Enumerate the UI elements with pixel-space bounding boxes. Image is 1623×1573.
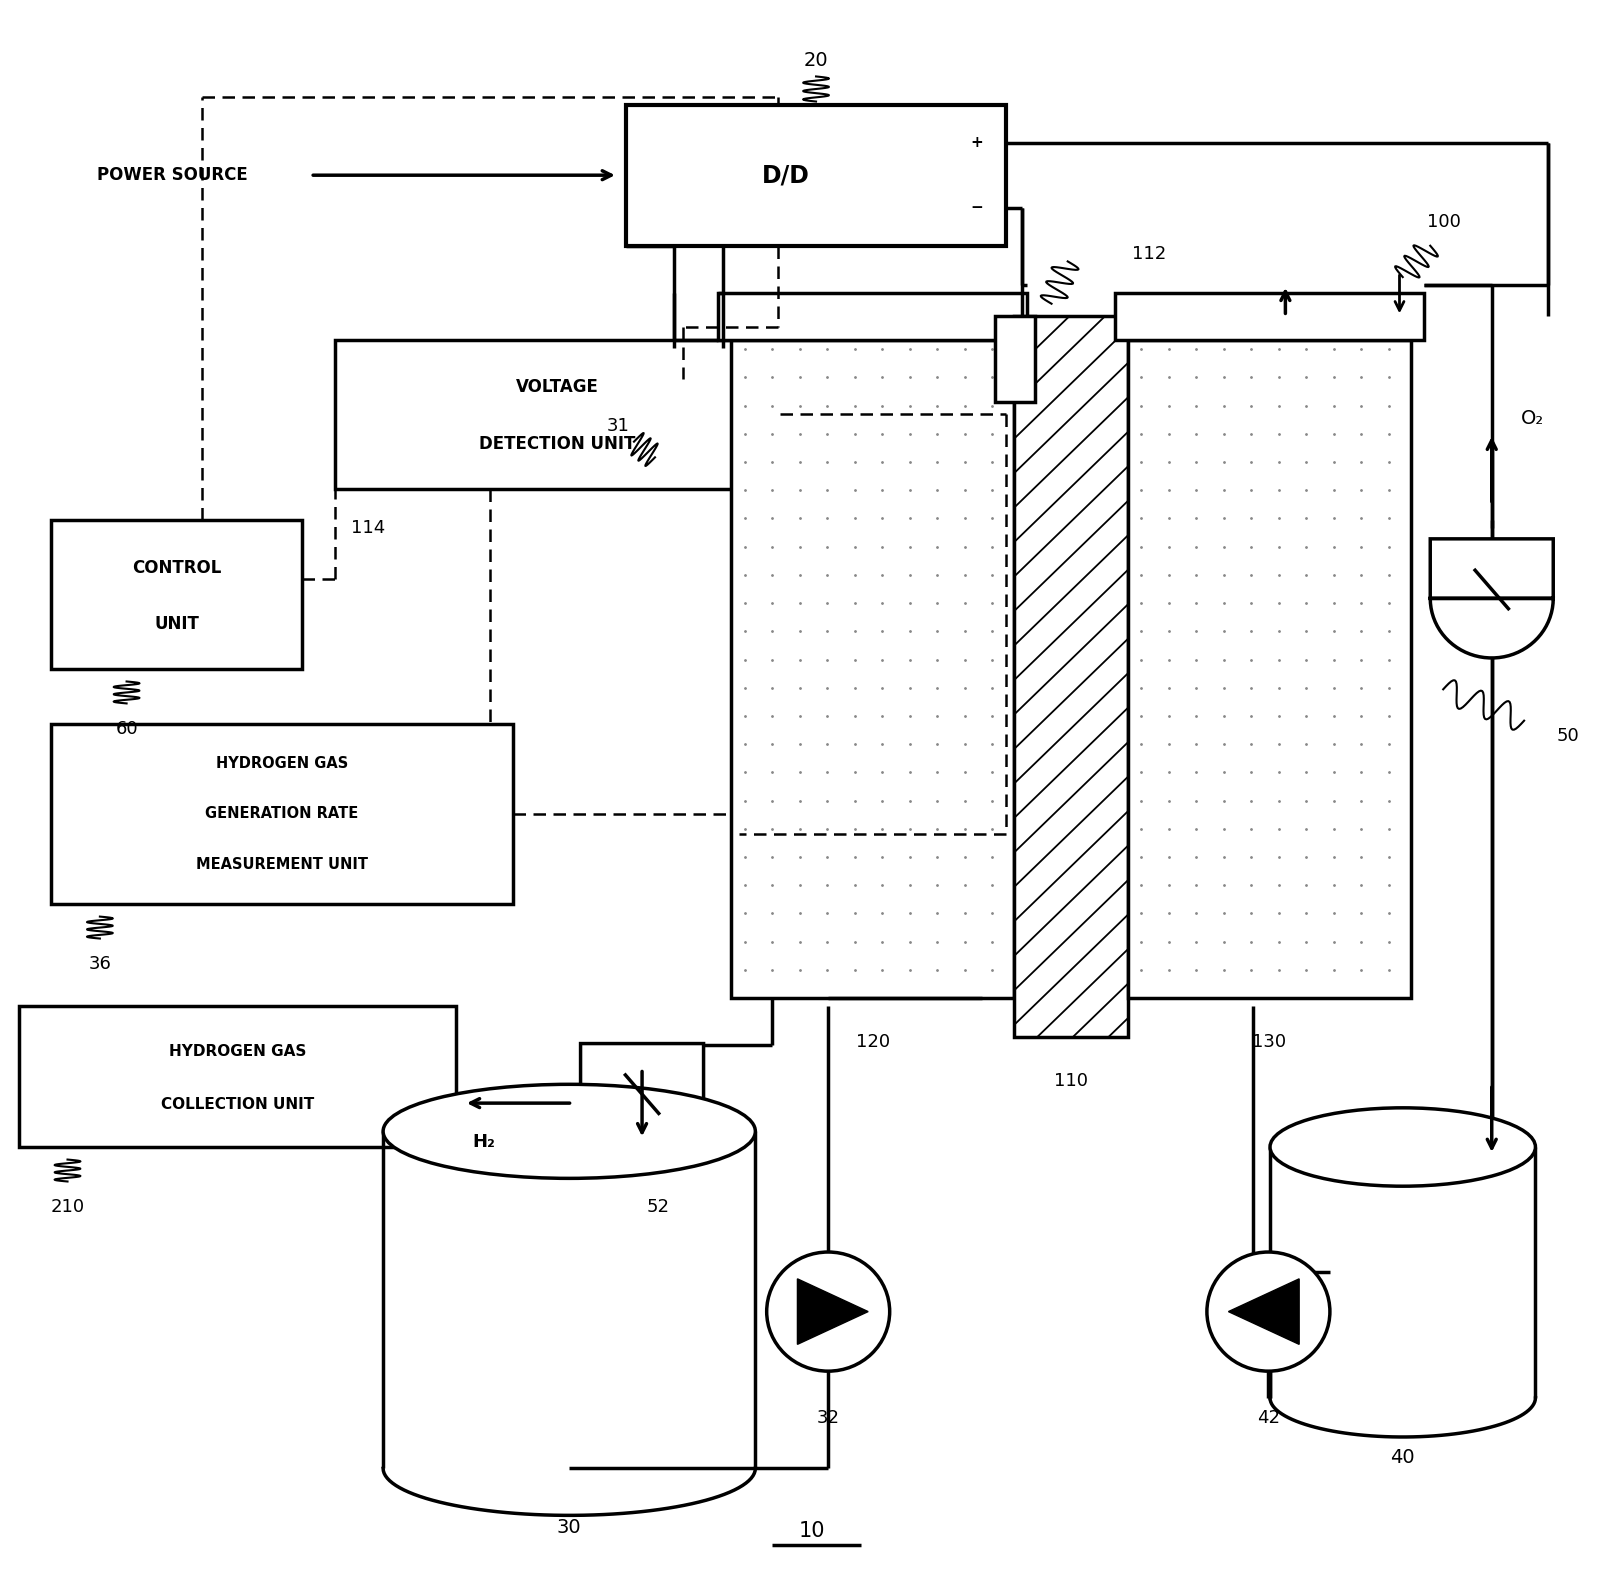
Text: 130: 130 [1251, 1033, 1285, 1051]
Bar [334, 340, 779, 489]
Text: 120: 120 [855, 1033, 889, 1051]
Polygon shape [1227, 1279, 1298, 1345]
Bar [52, 521, 302, 669]
Bar [1126, 340, 1410, 999]
Text: +: + [971, 135, 984, 151]
Text: UNIT: UNIT [154, 615, 200, 634]
Text: 40: 40 [1389, 1447, 1414, 1468]
Text: HYDROGEN GAS: HYDROGEN GAS [216, 757, 347, 771]
Text: O₂: O₂ [1521, 409, 1543, 428]
Bar [1014, 316, 1126, 1037]
Polygon shape [579, 1043, 703, 1162]
Text: H₂: H₂ [472, 1133, 495, 1151]
Polygon shape [797, 1279, 868, 1345]
Text: POWER SOURCE: POWER SOURCE [97, 167, 248, 184]
Ellipse shape [383, 1084, 755, 1178]
Text: 60: 60 [115, 719, 138, 738]
Text: 110: 110 [1053, 1073, 1087, 1090]
Text: GENERATION RATE: GENERATION RATE [204, 807, 359, 821]
Text: HYDROGEN GAS: HYDROGEN GAS [169, 1043, 307, 1059]
Text: 32: 32 [816, 1409, 839, 1427]
Text: −: − [971, 200, 984, 216]
Circle shape [1206, 1252, 1329, 1372]
Bar [717, 293, 1027, 340]
Text: 112: 112 [1131, 244, 1165, 263]
Bar [19, 1007, 456, 1147]
Bar [995, 316, 1035, 403]
Bar [52, 724, 513, 904]
Text: 114: 114 [351, 519, 385, 536]
Polygon shape [1430, 540, 1552, 658]
Bar [625, 105, 1006, 245]
Text: VOLTAGE: VOLTAGE [516, 379, 599, 396]
Text: DETECTION UNIT: DETECTION UNIT [479, 436, 635, 453]
Text: 30: 30 [557, 1518, 581, 1537]
Text: 31: 31 [605, 417, 628, 436]
Text: 10: 10 [799, 1521, 824, 1542]
Text: D/D: D/D [761, 164, 808, 187]
Text: 42: 42 [1256, 1409, 1279, 1427]
Text: 36: 36 [88, 955, 112, 972]
Text: COLLECTION UNIT: COLLECTION UNIT [161, 1098, 313, 1112]
Text: 52: 52 [646, 1197, 669, 1216]
Text: 50: 50 [1555, 727, 1578, 746]
Text: 210: 210 [50, 1197, 84, 1216]
Circle shape [766, 1252, 889, 1372]
Bar [730, 340, 1014, 999]
Text: CONTROL: CONTROL [131, 558, 221, 577]
Bar [1113, 293, 1423, 340]
Text: 100: 100 [1427, 214, 1461, 231]
Text: MEASUREMENT UNIT: MEASUREMENT UNIT [196, 857, 368, 871]
Text: 20: 20 [803, 52, 828, 71]
Ellipse shape [1269, 1107, 1534, 1186]
